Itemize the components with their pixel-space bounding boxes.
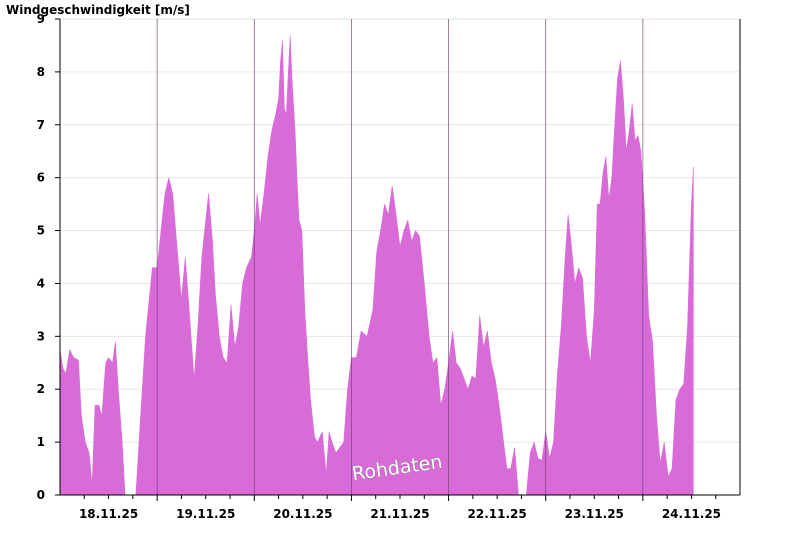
x-tick-labels: 18.11.25 19.11.25 20.11.25 21.11.25 22.11.25… (79, 507, 721, 521)
y-tick-label-3: 3 (37, 329, 45, 343)
x-tick-label-5: 23.11.25 (565, 507, 624, 521)
x-tick-label-0: 18.11.25 (79, 507, 138, 521)
area-series-0 (59, 34, 694, 496)
y-tick-labels: 0 1 2 3 4 5 6 7 8 9 (37, 12, 45, 502)
y-tick-label-0: 0 (37, 488, 45, 502)
y-tick-label-9: 9 (37, 12, 45, 26)
y-tick-label-7: 7 (37, 118, 45, 132)
y-tick-label-6: 6 (37, 171, 45, 185)
x-tick-label-1: 19.11.25 (176, 507, 235, 521)
y-axis-label: Windgeschwindigkeit [m/s] (6, 3, 190, 17)
axes (55, 18, 741, 501)
x-tick-label-6: 24.11.25 (662, 507, 721, 521)
y-tick-label-4: 4 (37, 276, 45, 290)
x-tick-label-2: 20.11.25 (273, 507, 332, 521)
day-boundary-lines (156, 19, 644, 495)
x-tick-label-4: 22.11.25 (468, 507, 527, 521)
y-tick-label-5: 5 (37, 224, 45, 238)
y-tick-label-2: 2 (37, 382, 45, 396)
wind-speed-area (59, 34, 694, 496)
x-tick-label-3: 21.11.25 (370, 507, 429, 521)
y-tick-label-1: 1 (37, 435, 45, 449)
y-tick-label-8: 8 (37, 65, 45, 79)
